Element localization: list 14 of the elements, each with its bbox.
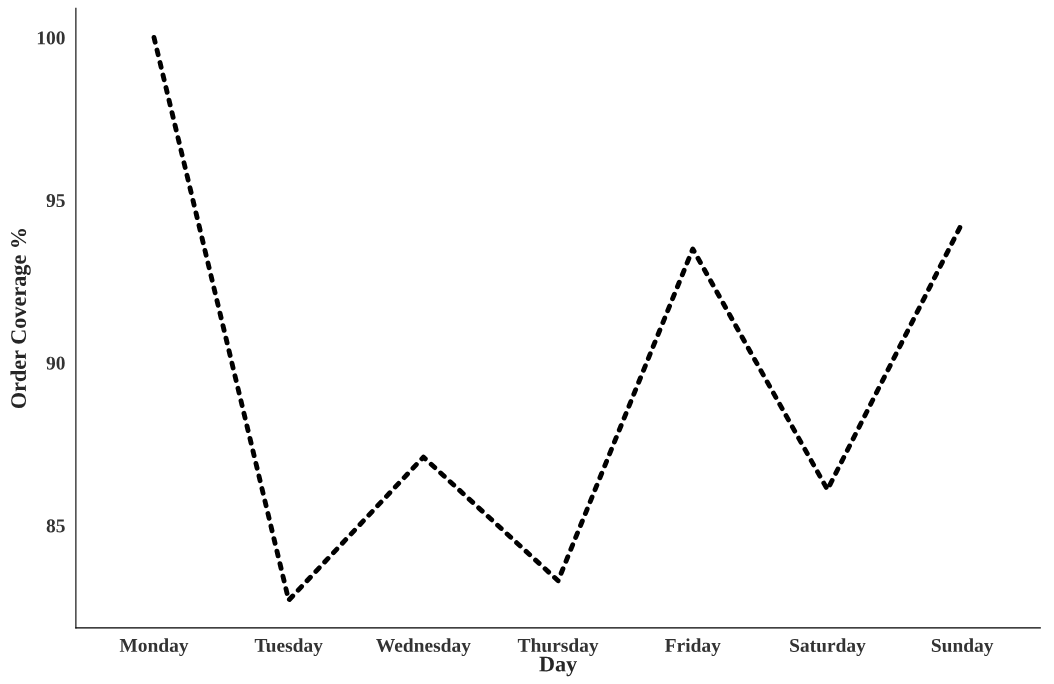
x-axis-title: Day — [539, 656, 578, 677]
line-series — [151, 35, 965, 603]
x-tick-label: Thursday — [517, 638, 599, 657]
y-tick-label: 95 — [46, 194, 65, 208]
x-tick-label: Sunday — [931, 638, 994, 657]
y-tick-label: 100 — [37, 31, 65, 45]
x-tick-label: Friday — [665, 638, 721, 657]
x-tick-label: Monday — [119, 638, 189, 657]
y-axis-title: Order Coverage % — [10, 229, 31, 409]
x-tick-label: Saturday — [790, 638, 866, 657]
x-tick-label: Tuesday — [254, 638, 323, 657]
x-tick-label: Wednesday — [376, 638, 471, 657]
y-tick-label: 85 — [46, 519, 65, 533]
y-tick-label: 90 — [46, 356, 65, 370]
